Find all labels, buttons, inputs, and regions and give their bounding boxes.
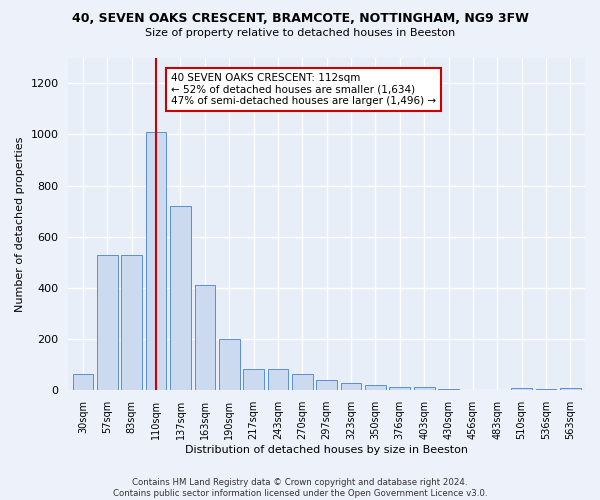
Bar (365, 385, 386, 390)
Bar (219, 339, 239, 390)
Text: Contains HM Land Registry data © Crown copyright and database right 2024.
Contai: Contains HM Land Registry data © Crown c… (113, 478, 487, 498)
Bar (389, 386, 410, 390)
Text: 40, SEVEN OAKS CRESCENT, BRAMCOTE, NOTTINGHAM, NG9 3FW: 40, SEVEN OAKS CRESCENT, BRAMCOTE, NOTTI… (71, 12, 529, 26)
Text: Size of property relative to detached houses in Beeston: Size of property relative to detached ho… (145, 28, 455, 38)
Bar (73, 374, 94, 390)
Bar (511, 388, 532, 390)
Bar (243, 368, 264, 390)
Bar (121, 254, 142, 390)
Bar (292, 374, 313, 390)
Bar (97, 254, 118, 390)
Bar (414, 386, 434, 390)
Bar (316, 380, 337, 390)
Bar (146, 132, 166, 390)
Bar (560, 388, 581, 390)
Y-axis label: Number of detached properties: Number of detached properties (15, 136, 25, 312)
Bar (438, 389, 459, 390)
Text: 40 SEVEN OAKS CRESCENT: 112sqm
← 52% of detached houses are smaller (1,634)
47% : 40 SEVEN OAKS CRESCENT: 112sqm ← 52% of … (171, 73, 436, 106)
Bar (341, 382, 361, 390)
X-axis label: Distribution of detached houses by size in Beeston: Distribution of detached houses by size … (185, 445, 468, 455)
Bar (170, 206, 191, 390)
Bar (268, 368, 289, 390)
Bar (194, 286, 215, 391)
Bar (536, 389, 556, 390)
